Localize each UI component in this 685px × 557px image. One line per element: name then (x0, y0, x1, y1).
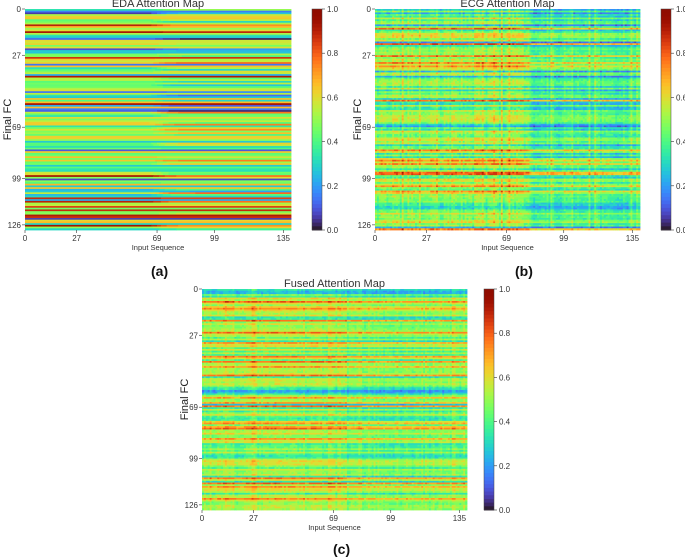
colorbar-segment (312, 138, 322, 142)
y-tick-label: 27 (12, 51, 21, 60)
heatmap-cell (25, 228, 159, 230)
colorbar-segment (312, 197, 322, 201)
colorbar-segment (312, 75, 322, 79)
colorbar-segment (312, 178, 322, 182)
chart-title: EDA Attention Map (112, 0, 204, 10)
colorbar-segment (312, 13, 322, 17)
x-tick-label: 135 (277, 234, 291, 243)
colorbar-segment (312, 212, 322, 216)
colorbar-segment (312, 38, 322, 42)
x-tick-label: 69 (153, 234, 162, 243)
x-tick-label: 99 (210, 234, 219, 243)
heatmap-cell (159, 228, 177, 230)
colorbar-segment (312, 175, 322, 179)
colorbar-segment (312, 20, 322, 24)
colorbar-segment (312, 182, 322, 186)
heatmap-cells (375, 9, 640, 230)
colorbar-segment (312, 72, 322, 76)
colorbar-segment (312, 153, 322, 157)
colorbar-segment (312, 94, 322, 98)
colorbar-segment (312, 208, 322, 212)
colorbar-segment (312, 105, 322, 109)
colorbar-segment (312, 50, 322, 54)
colorbar-tick-label: 0.4 (327, 138, 339, 147)
colorbar-segment (312, 101, 322, 105)
colorbar-segment (312, 219, 322, 223)
colorbar-tick-label: 1.0 (327, 5, 339, 14)
colorbar-segment (312, 215, 322, 219)
colorbar-segment (312, 57, 322, 61)
colorbar: 1.0 0.8 0.6 0.4 0.2 0.0 (312, 5, 339, 235)
colorbar-segment (312, 42, 322, 46)
colorbar-segment (312, 79, 322, 83)
colorbar-segment (312, 116, 322, 120)
colorbar-segment (312, 223, 322, 227)
colorbar-segment (312, 61, 322, 65)
colorbar-segment (312, 64, 322, 68)
colorbar-segment (312, 149, 322, 153)
colorbar-segment (312, 46, 322, 50)
colorbar-tick-label: 0.8 (327, 49, 339, 58)
x-axis-label: Input Sequence (132, 243, 185, 252)
colorbar-segment (312, 123, 322, 127)
colorbar-segment (312, 131, 322, 135)
colorbar-segment (312, 134, 322, 138)
colorbar-segment (312, 16, 322, 20)
colorbar-segment (312, 127, 322, 131)
colorbar-segment (312, 156, 322, 160)
colorbar-segment (312, 164, 322, 168)
colorbar-segment (312, 83, 322, 87)
colorbar-segment (312, 35, 322, 39)
heatmap-cell (176, 228, 291, 230)
y-tick-label: 126 (8, 221, 22, 230)
colorbar-segment (312, 31, 322, 35)
colorbar-segment (312, 142, 322, 146)
colorbar-segment (312, 201, 322, 205)
colorbar-segment (312, 24, 322, 28)
x-tick-label: 27 (72, 234, 81, 243)
colorbar-segment (312, 112, 322, 116)
colorbar-tick-label: 0.6 (327, 93, 339, 102)
colorbar-segment (312, 97, 322, 101)
colorbar-tick-label: 0.2 (327, 182, 339, 191)
colorbar-segment (312, 160, 322, 164)
colorbar-segment (312, 90, 322, 94)
colorbar-segment (312, 171, 322, 175)
colorbar-tick-label: 0.0 (327, 226, 339, 235)
colorbar-segment (312, 9, 322, 13)
colorbar-segment (312, 193, 322, 197)
colorbar-segment (312, 120, 322, 124)
colorbar-segment (312, 189, 322, 193)
x-tick-label: 0 (23, 234, 28, 243)
y-axis-label: Final FC (2, 99, 14, 141)
y-tick-label: 0 (17, 5, 22, 14)
colorbar-segment (312, 68, 322, 72)
colorbar-segment (312, 167, 322, 171)
colorbar-segment (312, 27, 322, 31)
colorbar-segment (312, 145, 322, 149)
heatmap-cells (25, 9, 291, 230)
y-tick-label: 99 (12, 175, 21, 184)
colorbar-segment (312, 86, 322, 90)
colorbar-segment (312, 53, 322, 57)
colorbar-segment (312, 204, 322, 208)
colorbar-segment (312, 108, 322, 112)
colorbar-segment (312, 186, 322, 190)
